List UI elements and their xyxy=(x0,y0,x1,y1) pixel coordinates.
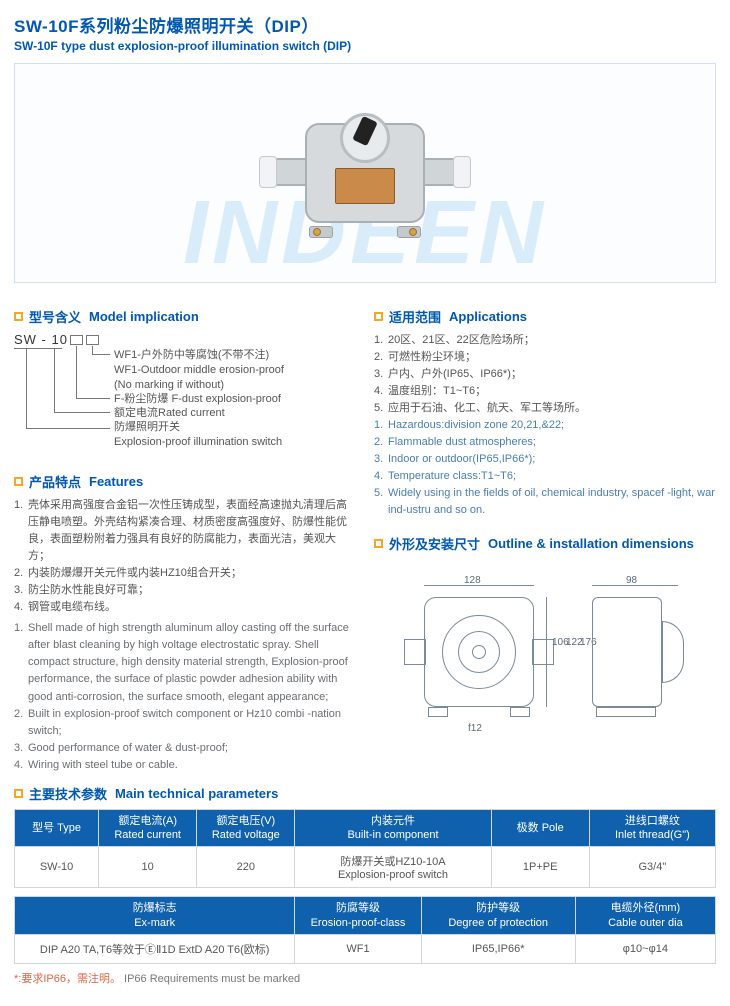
applications-zh-list: 1.20区、21区、22区危险场所； 2.可燃性粉尘环境； 3.户内、户外(IP… xyxy=(374,332,716,417)
table-row: DIP A20 TA,T6等效于ⒺⅡ1D ExtD A20 T6(欧标) WF1… xyxy=(15,934,716,963)
params-table-2: 防爆标志Ex-mark 防腐等级Erosion-proof-class 防护等级… xyxy=(14,896,716,964)
bullet-square-icon xyxy=(374,312,383,321)
section-outline: 外形及安装尺寸 Outline & installation dimension… xyxy=(374,534,716,553)
hero-image-frame: INDEEN xyxy=(14,63,716,283)
params-table-1: 型号 Type 额定电流(A)Rated current 额定电压(V)Rate… xyxy=(14,809,716,889)
features-zh-list: 1.壳体采用高强度合金铝一次性压铸成型，表面经高速抛丸清理后高压静电喷塑。外壳结… xyxy=(14,497,356,616)
applications-en-list: 1.Hazardous:division zone 20,21,&22; 2.F… xyxy=(374,417,716,519)
bullet-square-icon xyxy=(14,477,23,486)
page-title-zh: SW-10F系列粉尘防爆照明开关（DIP） xyxy=(14,12,716,37)
bullet-square-icon xyxy=(14,789,23,798)
outline-diagram: 128 106 122 176 f12 xyxy=(374,559,716,759)
features-en-list: 1.Shell made of high strength aluminum a… xyxy=(14,620,356,773)
bullet-square-icon xyxy=(374,539,383,548)
device-illustration xyxy=(265,98,465,248)
section-features: 产品特点 Features xyxy=(14,472,356,491)
bullet-square-icon xyxy=(14,312,23,321)
model-implication-diagram: SW - 10 WF1-户外防中等腐蚀(不带不注) WF1-Outdoor mi… xyxy=(14,332,356,462)
footnote: *:要求IP66，需注明。 IP66 Requirements must be … xyxy=(14,970,716,986)
page-title-en: SW-10F type dust explosion-proof illumin… xyxy=(14,39,716,53)
section-model-implication: 型号含义 Model implication xyxy=(14,307,356,326)
table-row: SW-10 10 220 防爆开关或HZ10-10A Explosion-pro… xyxy=(15,847,716,888)
section-main-params: 主要技术参数 Main technical parameters xyxy=(14,784,716,803)
section-applications: 适用范围 Applications xyxy=(374,307,716,326)
